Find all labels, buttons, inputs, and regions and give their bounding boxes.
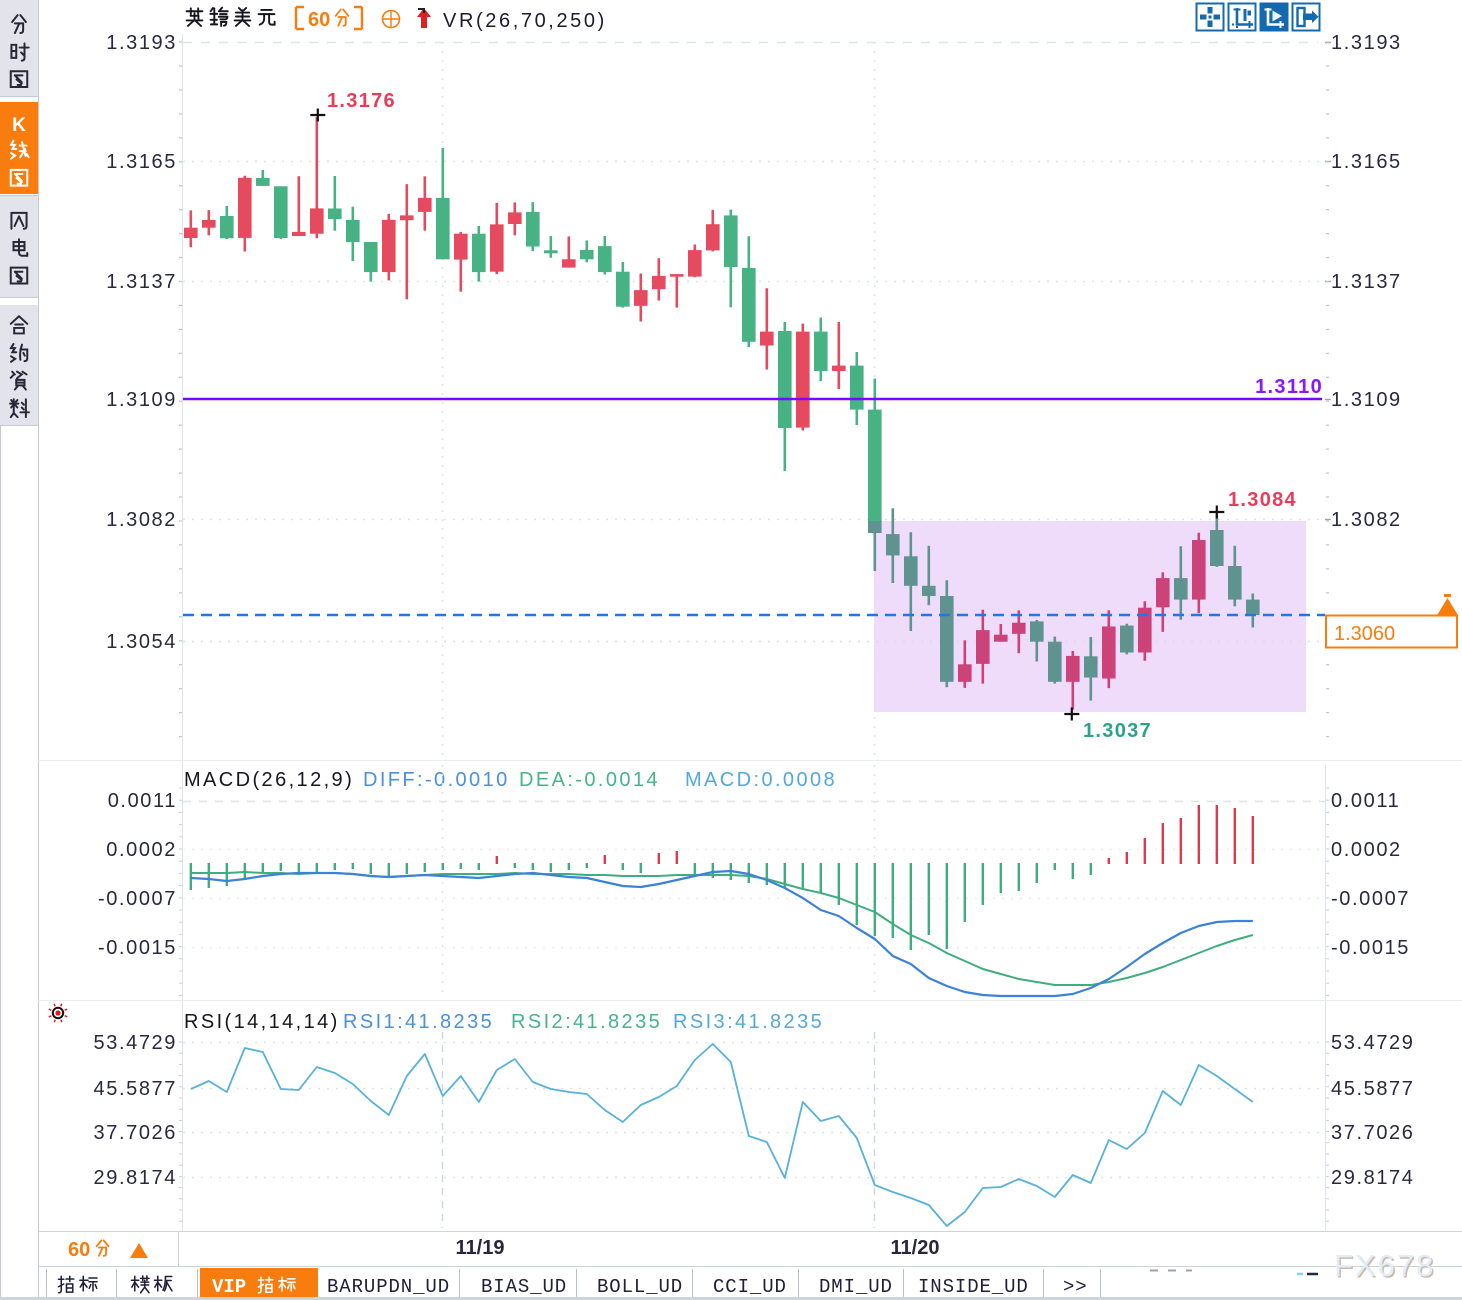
svg-text:1.3037: 1.3037 (1083, 720, 1152, 742)
svg-text:1.3110: 1.3110 (1255, 376, 1323, 398)
svg-text:60: 60 (68, 1239, 90, 1261)
svg-text:1.3165: 1.3165 (106, 151, 177, 173)
svg-text:-0.0015: -0.0015 (1331, 937, 1410, 959)
svg-text:53.4729: 53.4729 (1331, 1032, 1415, 1054)
svg-text:11/19: 11/19 (456, 1237, 505, 1259)
svg-text:60: 60 (308, 9, 330, 31)
svg-text:VR(26,70,250): VR(26,70,250) (443, 10, 607, 32)
svg-text:K: K (12, 115, 26, 136)
svg-text:1.3176: 1.3176 (327, 90, 396, 112)
svg-text:BIAS_UD: BIAS_UD (481, 1276, 567, 1298)
svg-text:1.3082: 1.3082 (106, 509, 177, 531)
svg-text:1.3193: 1.3193 (1331, 32, 1402, 54)
svg-text:1.3137: 1.3137 (1331, 271, 1402, 293)
svg-text:37.7026: 37.7026 (1331, 1122, 1415, 1144)
svg-text:BOLL_UD: BOLL_UD (597, 1276, 683, 1298)
svg-text:53.4729: 53.4729 (94, 1032, 178, 1054)
svg-text:0.0011: 0.0011 (108, 790, 177, 812)
svg-text:DMI_UD: DMI_UD (819, 1276, 893, 1298)
svg-text:1.3165: 1.3165 (1331, 151, 1402, 173)
svg-text:DIFF:-0.0010: DIFF:-0.0010 (363, 769, 510, 791)
svg-text:45.5877: 45.5877 (1331, 1078, 1415, 1100)
svg-text:-0.0007: -0.0007 (98, 888, 177, 910)
svg-text:-0.0007: -0.0007 (1331, 888, 1410, 910)
svg-text:0.0002: 0.0002 (1331, 839, 1402, 861)
svg-text:RSI1:41.8235: RSI1:41.8235 (343, 1011, 494, 1033)
svg-text:1.3084: 1.3084 (1228, 489, 1297, 511)
svg-text:45.5877: 45.5877 (94, 1078, 178, 1100)
svg-text:DEA:-0.0014: DEA:-0.0014 (519, 769, 660, 791)
svg-text:VIP: VIP (212, 1276, 246, 1298)
svg-text:MACD:0.0008: MACD:0.0008 (685, 769, 837, 791)
svg-text:1.3109: 1.3109 (1331, 389, 1402, 411)
svg-text:INSIDE_UD: INSIDE_UD (918, 1276, 1029, 1298)
svg-text:0.0011: 0.0011 (1331, 790, 1400, 812)
svg-text:MACD(26,12,9): MACD(26,12,9) (184, 769, 354, 791)
svg-text:1.3060: 1.3060 (1334, 623, 1395, 645)
svg-text:RSI(14,14,14): RSI(14,14,14) (184, 1011, 340, 1033)
svg-text:>>: >> (1063, 1276, 1088, 1298)
svg-text:FX678: FX678 (1336, 1250, 1437, 1285)
svg-text:RSI2:41.8235: RSI2:41.8235 (511, 1011, 662, 1033)
svg-text:1.3137: 1.3137 (106, 271, 177, 293)
svg-text:0.0002: 0.0002 (106, 839, 177, 861)
svg-text:BARUPDN_UD: BARUPDN_UD (327, 1276, 450, 1298)
svg-text:1.3054: 1.3054 (106, 631, 177, 653)
svg-text:CCI_UD: CCI_UD (713, 1276, 787, 1298)
svg-text:29.8174: 29.8174 (94, 1167, 178, 1189)
svg-text:11/20: 11/20 (891, 1237, 940, 1259)
svg-text:FX678: FX678 (1334, 1248, 1435, 1283)
svg-text:29.8174: 29.8174 (1331, 1167, 1415, 1189)
svg-text:37.7026: 37.7026 (94, 1122, 178, 1144)
svg-text:1.3109: 1.3109 (106, 389, 177, 411)
svg-text:1.3193: 1.3193 (106, 32, 177, 54)
svg-text:RSI3:41.8235: RSI3:41.8235 (673, 1011, 824, 1033)
svg-text:-0.0015: -0.0015 (98, 937, 177, 959)
svg-text:1.3082: 1.3082 (1331, 509, 1402, 531)
